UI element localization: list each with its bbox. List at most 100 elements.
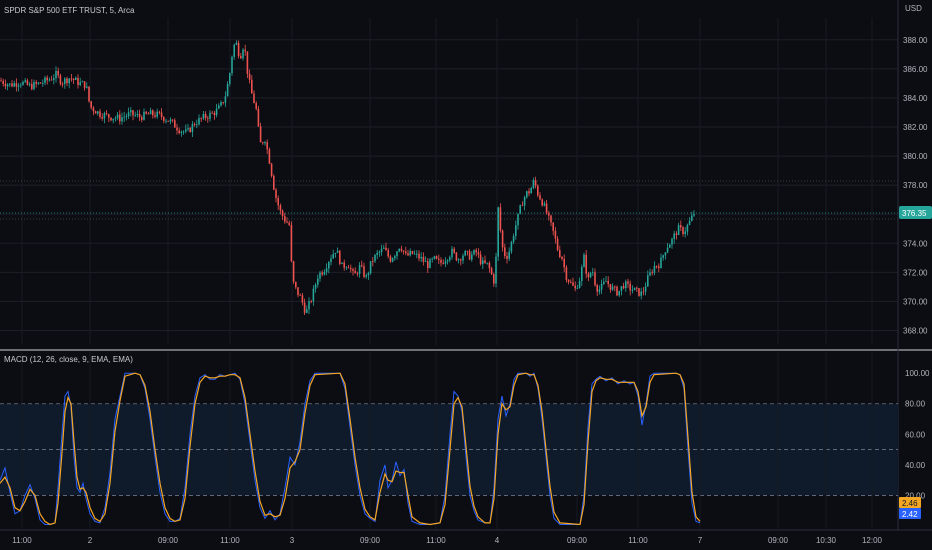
candle-body	[105, 113, 108, 115]
candle-body	[141, 117, 143, 120]
candle-body	[319, 272, 321, 279]
candle-body	[103, 113, 106, 119]
candle-body	[493, 274, 495, 284]
candle-body	[295, 281, 297, 288]
candle-body	[561, 256, 563, 259]
candle-body	[39, 82, 42, 84]
candle-body	[317, 278, 319, 285]
candle-body	[22, 81, 24, 85]
indicator-grid	[21, 352, 873, 529]
candle-body	[290, 224, 293, 262]
indicator-value-badges: 2.46 2.42	[899, 497, 921, 519]
candle-body	[629, 283, 631, 291]
candle-body	[180, 131, 183, 133]
candle-body	[512, 236, 515, 242]
candle-body	[422, 256, 425, 262]
candle-body	[640, 291, 642, 296]
candle-body	[504, 247, 506, 256]
candle-body	[497, 207, 499, 257]
candle-body	[429, 259, 431, 269]
candle-body	[156, 111, 158, 117]
indicator-tick-label: 20.00	[905, 491, 926, 500]
candle-body	[660, 257, 662, 269]
candle-body	[224, 96, 227, 103]
candle-body	[132, 110, 134, 116]
candle-body	[407, 253, 409, 256]
time-axis[interactable]: 11:00 2 09:00 11:00 3 09:00 11:00 4 09:00 11:00 7 0…	[12, 536, 882, 545]
candle-body	[609, 284, 612, 290]
candle-body	[455, 252, 458, 261]
candle-body	[134, 114, 136, 116]
candle-body	[182, 131, 185, 133]
candle-body	[231, 56, 233, 74]
candle-body	[563, 258, 565, 268]
candle-body	[647, 275, 649, 287]
candle-body	[17, 85, 20, 87]
indicator-tick-label: 60.00	[905, 430, 926, 439]
time-tick-label: 12:00	[862, 536, 883, 545]
candle-body	[499, 207, 502, 231]
candlestick-series	[0, 40, 695, 316]
time-tick-label: 10:30	[816, 536, 837, 545]
candle-body	[145, 111, 147, 114]
candle-body	[462, 255, 464, 261]
time-tick-label: 7	[698, 536, 703, 545]
candle-body	[4, 83, 7, 87]
candle-body	[127, 112, 130, 117]
indicator-tick-label: 80.00	[905, 400, 926, 409]
candle-body	[442, 262, 444, 264]
candle-body	[213, 112, 216, 116]
candle-body	[453, 248, 455, 253]
candle-body	[9, 83, 11, 85]
candle-body	[138, 114, 141, 118]
candle-body	[594, 272, 596, 286]
candle-body	[92, 107, 95, 112]
candle-body	[530, 187, 532, 194]
candle-body	[671, 238, 673, 245]
candle-body	[253, 93, 255, 104]
candle-body	[396, 251, 398, 257]
candle-body	[510, 241, 513, 252]
candle-body	[20, 84, 22, 86]
candle-body	[486, 262, 488, 264]
time-tick-label: 3	[290, 536, 295, 545]
candle-body	[336, 250, 339, 253]
candle-body	[605, 280, 607, 282]
candle-body	[391, 258, 394, 262]
candle-body	[240, 56, 242, 59]
candle-body	[72, 78, 75, 80]
blue-value-badge	[899, 508, 921, 519]
candle-body	[101, 117, 103, 119]
candle-body	[655, 265, 658, 267]
candle-body	[398, 248, 400, 252]
candle-body	[149, 110, 152, 115]
candle-body	[673, 233, 675, 239]
candle-body	[185, 129, 187, 132]
candle-body	[424, 261, 427, 263]
candle-body	[598, 289, 601, 292]
price-tick-label: 388.00	[903, 36, 928, 45]
candle-body	[651, 272, 653, 274]
candle-body	[523, 197, 526, 206]
candle-body	[633, 287, 636, 291]
candle-body	[420, 256, 422, 259]
candle-body	[262, 142, 264, 144]
candle-body	[26, 80, 29, 85]
time-tick-label: 09:00	[360, 536, 381, 545]
candle-body	[286, 221, 288, 223]
candle-body	[273, 175, 275, 190]
candle-body	[303, 302, 306, 313]
candle-body	[378, 251, 381, 253]
candle-body	[11, 83, 13, 87]
candle-body	[356, 273, 359, 275]
candle-body	[114, 118, 117, 119]
indicator-axis[interactable]: 20.00 40.00 60.00 80.00 100.00	[905, 369, 930, 500]
candle-body	[343, 262, 345, 268]
candle-body	[411, 251, 414, 254]
candle-body	[680, 225, 682, 228]
candle-body	[545, 203, 548, 214]
candle-body	[352, 269, 354, 271]
candle-body	[116, 114, 119, 119]
candle-body	[226, 83, 229, 97]
